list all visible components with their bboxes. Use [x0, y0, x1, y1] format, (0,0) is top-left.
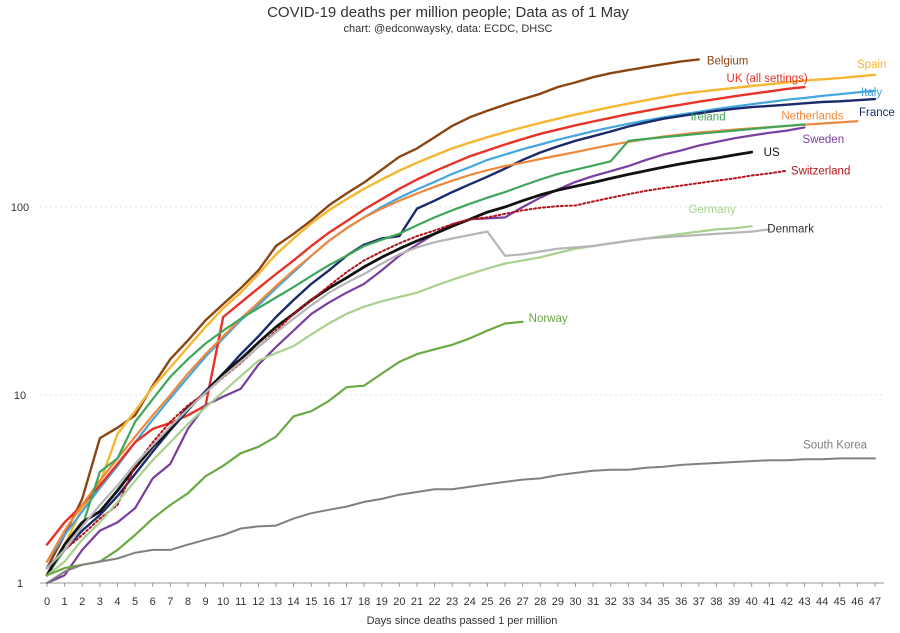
series-label-sweden: Sweden — [803, 134, 845, 146]
x-tick-label: 46 — [851, 596, 863, 608]
x-tick-label: 44 — [816, 596, 828, 608]
series-label-spain: Spain — [857, 59, 886, 71]
series-line-us — [45, 150, 754, 577]
series-label-south-korea: South Korea — [803, 439, 868, 451]
series-label-switzerland: Switzerland — [791, 166, 850, 178]
x-tick-label: 5 — [132, 596, 138, 608]
y-tick-label: 1 — [17, 578, 23, 590]
x-tick-label: 23 — [446, 596, 458, 608]
x-tick-label: 4 — [114, 596, 120, 608]
y-axis-ticks: 1 10 100 — [11, 202, 29, 590]
series-line-italy — [45, 89, 877, 563]
series-label-france: France — [859, 107, 895, 119]
series-label-us: US — [764, 147, 780, 159]
x-tick-label: 1 — [62, 596, 68, 608]
x-axis-ticks: 0 1 2 3 4 5 6 7 8 9 10 11 12 13 14 15 16 17 18 19 20 21 22 23 24… — [44, 583, 881, 608]
x-tick-label: 27 — [517, 596, 529, 608]
x-tick-label: 11 — [235, 596, 246, 608]
x-tick-label: 26 — [499, 596, 511, 608]
x-tick-label: 0 — [44, 596, 50, 608]
x-tick-label: 29 — [552, 596, 564, 608]
series-line-sweden — [45, 126, 806, 585]
series-label-norway: Norway — [529, 313, 568, 325]
x-tick-label: 20 — [393, 596, 405, 608]
x-tick-label: 40 — [746, 596, 758, 608]
x-tick-label: 36 — [675, 596, 687, 608]
x-tick-label: 14 — [288, 596, 300, 608]
series-label-ireland: Ireland — [690, 111, 725, 123]
x-tick-label: 43 — [798, 596, 810, 608]
series-labels: Belgium Spain Italy UK (all settings) France… — [529, 56, 895, 452]
x-tick-label: 34 — [640, 596, 652, 608]
x-tick-label: 42 — [781, 596, 793, 608]
x-tick-label: 47 — [869, 596, 881, 608]
series-line-norway — [45, 320, 524, 577]
x-tick-label: 22 — [428, 596, 440, 608]
series-label-uk-all-settings: UK (all settings) — [727, 73, 808, 85]
series-label-italy: Italy — [861, 87, 882, 99]
x-tick-label: 45 — [834, 596, 846, 608]
x-tick-label: 35 — [657, 596, 669, 608]
series-line-belgium — [45, 58, 700, 570]
series-line-uk-all-settings — [45, 85, 806, 546]
x-tick-label: 17 — [340, 596, 352, 608]
x-tick-label: 13 — [270, 596, 282, 608]
series-label-belgium: Belgium — [707, 56, 749, 68]
series-line-ireland — [45, 123, 806, 577]
x-tick-label: 31 — [587, 596, 599, 608]
series-line-denmark — [45, 228, 771, 570]
y-tick-label: 100 — [11, 202, 29, 214]
series-lines — [45, 58, 877, 585]
series-label-netherlands: Netherlands — [781, 110, 843, 122]
series-label-germany: Germany — [688, 204, 736, 216]
x-tick-label: 30 — [569, 596, 581, 608]
x-tick-label: 33 — [622, 596, 634, 608]
x-tick-label: 9 — [202, 596, 208, 608]
x-tick-label: 3 — [97, 596, 103, 608]
series-line-spain — [45, 73, 877, 577]
chart-subtitle: chart: @edconwaysky, data: ECDC, DHSC — [343, 23, 552, 35]
x-tick-label: 2 — [79, 596, 85, 608]
x-tick-label: 18 — [358, 596, 370, 608]
x-tick-label: 39 — [728, 596, 740, 608]
series-line-south-korea — [46, 457, 876, 584]
x-tick-label: 41 — [763, 596, 775, 608]
x-tick-label: 8 — [185, 596, 191, 608]
x-tick-label: 10 — [217, 596, 229, 608]
x-tick-label: 28 — [534, 596, 546, 608]
x-tick-label: 19 — [376, 596, 388, 608]
x-tick-label: 12 — [252, 596, 264, 608]
chart-title: COVID-19 deaths per million people; Data… — [267, 4, 629, 21]
series-label-denmark: Denmark — [767, 223, 814, 235]
x-tick-label: 6 — [150, 596, 156, 608]
x-tick-label: 37 — [693, 596, 705, 608]
x-tick-label: 38 — [710, 596, 722, 608]
y-tick-label: 10 — [14, 390, 26, 402]
series-line-switzerland — [46, 169, 788, 570]
x-tick-label: 24 — [464, 596, 476, 608]
x-tick-label: 32 — [605, 596, 617, 608]
x-tick-label: 16 — [323, 596, 335, 608]
x-tick-label: 15 — [305, 596, 317, 608]
x-axis-title: Days since deaths passed 1 per million — [367, 615, 558, 627]
x-tick-label: 21 — [411, 596, 423, 608]
x-tick-label: 7 — [167, 596, 173, 608]
series-line-netherlands — [45, 120, 859, 563]
x-tick-label: 25 — [481, 596, 493, 608]
